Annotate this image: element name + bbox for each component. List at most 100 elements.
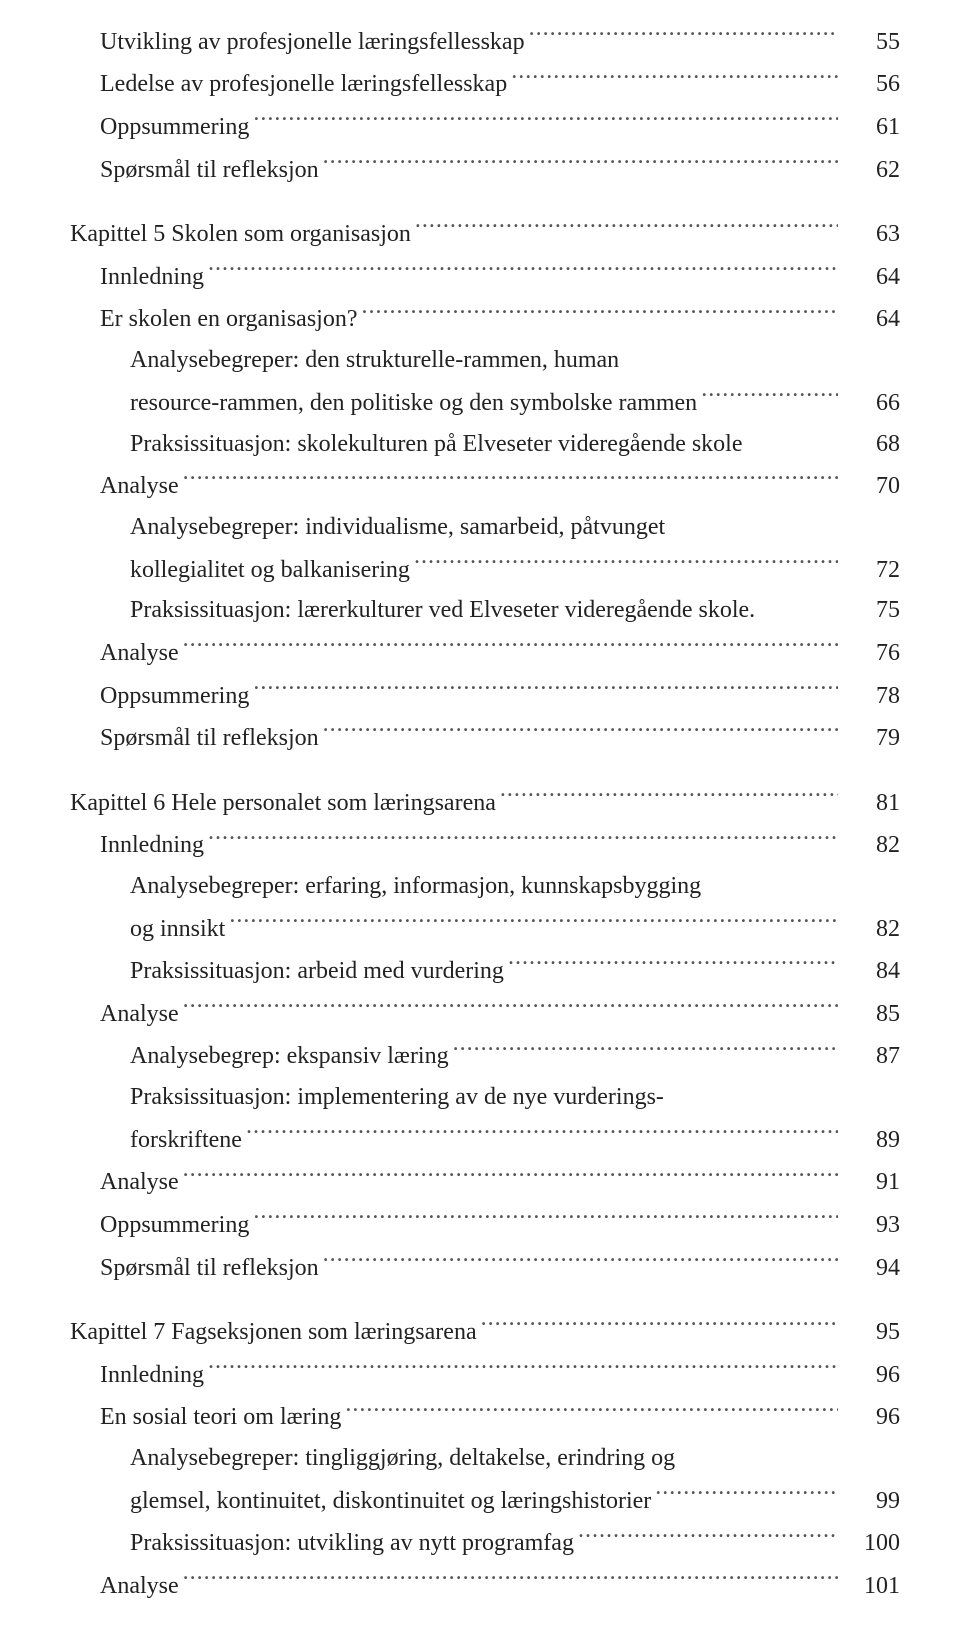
toc-entry-page: 85 [842, 994, 900, 1035]
toc-entry-page: 72 [842, 550, 900, 591]
toc-entry: Innledning 82 [70, 824, 900, 867]
toc-leader-dots [323, 1246, 838, 1275]
toc-entry-page: 95 [842, 1312, 900, 1353]
toc-entry-label: Praksissituasjon: implementering av de n… [70, 1077, 900, 1118]
toc-page: Utvikling av profesjonelle læringsfelles… [0, 0, 960, 1647]
toc-entry: Innledning64 [70, 255, 900, 298]
toc-entry-label: En sosial teori om læring [100, 1397, 341, 1438]
toc-entry: Analyse 101 [70, 1564, 900, 1607]
toc-entry: Spørsmål til refleksjon 79 [70, 716, 900, 759]
toc-leader-dots [253, 674, 838, 703]
toc-entry-label: Analyse [100, 1566, 179, 1607]
toc-entry-page: 79 [842, 718, 900, 759]
toc-entry-page: 100 [842, 1523, 900, 1564]
toc-entry: En sosial teori om læring96 [70, 1396, 900, 1439]
toc-entry-label: Kapittel 7 Fagseksjonen som læringsarena [70, 1312, 477, 1353]
toc-entry-label: og innsikt [130, 909, 225, 950]
toc-entry-page: 87 [842, 1036, 900, 1077]
toc-leader-dots [500, 781, 838, 810]
toc-leader-dots [323, 148, 838, 177]
toc-leader-dots [345, 1396, 838, 1425]
toc-entry: Oppsummering 93 [70, 1203, 900, 1246]
toc-entry: Analysebegrep: ekspansiv læring 87 [70, 1035, 900, 1078]
toc-entry-label: Analysebegreper: individualisme, samarbe… [70, 507, 900, 548]
toc-entry: Analyse 91 [70, 1161, 900, 1204]
toc-entry-label: Oppsummering [100, 1205, 249, 1246]
toc-entry: Analyse85 [70, 992, 900, 1035]
toc-entry-page: 64 [842, 299, 900, 340]
toc-leader-dots [183, 1161, 838, 1190]
toc-entry: kollegialitet og balkanisering 72 [70, 548, 900, 591]
toc-leader-dots [208, 824, 838, 853]
toc-entry-page: 89 [842, 1120, 900, 1161]
toc-entry-label: Oppsummering [100, 676, 249, 717]
toc-entry: Kapittel 6 Hele personalet som læringsar… [70, 781, 900, 824]
toc-entry: Oppsummering61 [70, 105, 900, 148]
toc-entry-page: 78 [842, 676, 900, 717]
toc-leader-dots [246, 1118, 838, 1147]
toc-entry-label: Praksissituasjon: skolekulturen på Elves… [130, 424, 743, 465]
toc-entry-label: Spørsmål til refleksjon [100, 718, 319, 759]
toc-entry-label: Utvikling av profesjonelle læringsfelles… [100, 22, 525, 63]
toc-leader-dots [229, 907, 838, 936]
toc-entry: Utvikling av profesjonelle læringsfelles… [70, 20, 900, 63]
toc-leader-dots [323, 716, 838, 745]
toc-leader-dots [183, 464, 838, 493]
toc-entry: Innledning 96 [70, 1353, 900, 1396]
toc-leader-dots [655, 1479, 838, 1508]
toc-entry-page: 75 [842, 590, 900, 631]
toc-leader-dots [415, 212, 838, 241]
toc-entry-label: Innledning [100, 1355, 204, 1396]
toc-leader-dots [183, 1564, 838, 1593]
toc-entry-page: 99 [842, 1481, 900, 1522]
toc-entry-page: 91 [842, 1162, 900, 1203]
toc-leader-dots [183, 631, 838, 660]
toc-entry-label: Kapittel 6 Hele personalet som læringsar… [70, 783, 496, 824]
toc-leader-dots [511, 63, 838, 92]
toc-entry-label: Spørsmål til refleksjon [100, 1248, 319, 1289]
toc-entry-label: Analyse [100, 466, 179, 507]
toc-entry-page: 76 [842, 633, 900, 674]
toc-leader-dots [208, 1353, 838, 1382]
toc-entry-page: 82 [842, 909, 900, 950]
toc-entry-label: forskriftene [130, 1120, 242, 1161]
toc-leader-dots [529, 20, 838, 49]
toc-entry-label: Kapittel 5 Skolen som organisasjon [70, 214, 411, 255]
toc-entry: Ledelse av profesjonelle læringsfellessk… [70, 63, 900, 106]
toc-entry: Oppsummering 78 [70, 674, 900, 717]
toc-entry-page: 70 [842, 466, 900, 507]
toc-entry: Praksissituasjon: utvikling av nytt prog… [70, 1522, 900, 1565]
toc-entry-page: 101 [842, 1566, 900, 1607]
toc-entry-label: Innledning [100, 825, 204, 866]
toc-entry-label: Innledning [100, 257, 204, 298]
toc-entry-label: Analysebegrep: ekspansiv læring [130, 1036, 449, 1077]
toc-leader-dots [183, 992, 838, 1021]
toc-entry-page: 55 [842, 22, 900, 63]
toc-entry-label: Analysebegreper: tingliggjøring, deltake… [70, 1438, 900, 1479]
toc-entry-label: glemsel, kontinuitet, diskontinuitet og … [130, 1481, 651, 1522]
toc-entry-label: Spørsmål til refleksjon [100, 150, 319, 191]
toc-gap [70, 759, 900, 781]
toc-entry-label: Er skolen en organisasjon? [100, 299, 358, 340]
toc-entry-page: 82 [842, 825, 900, 866]
toc-leader-dots [508, 949, 838, 978]
toc-entry: Kapittel 5 Skolen som organisasjon63 [70, 212, 900, 255]
toc-entry-page: 94 [842, 1248, 900, 1289]
toc-entry-label: kollegialitet og balkanisering [130, 550, 410, 591]
toc-entry-page: 93 [842, 1205, 900, 1246]
toc-entry-label: Analyse [100, 1162, 179, 1203]
toc-entry-page: 81 [842, 783, 900, 824]
toc-entry-page: 96 [842, 1355, 900, 1396]
toc-entry-page: 66 [842, 383, 900, 424]
toc-leader-dots [253, 1203, 838, 1232]
toc-leader-dots [578, 1522, 838, 1551]
toc-entry: Er skolen en organisasjon? 64 [70, 298, 900, 341]
toc-entry-page: 61 [842, 107, 900, 148]
toc-entry-label: Analysebegreper: erfaring, informasjon, … [70, 866, 900, 907]
toc-leader-dots [481, 1310, 838, 1339]
toc-leader-dots [208, 255, 838, 284]
toc-entry-page: 68 [842, 424, 900, 465]
toc-entry: glemsel, kontinuitet, diskontinuitet og … [70, 1479, 900, 1522]
toc-entry: og innsikt 82 [70, 907, 900, 950]
toc-entry-page: 56 [842, 64, 900, 105]
